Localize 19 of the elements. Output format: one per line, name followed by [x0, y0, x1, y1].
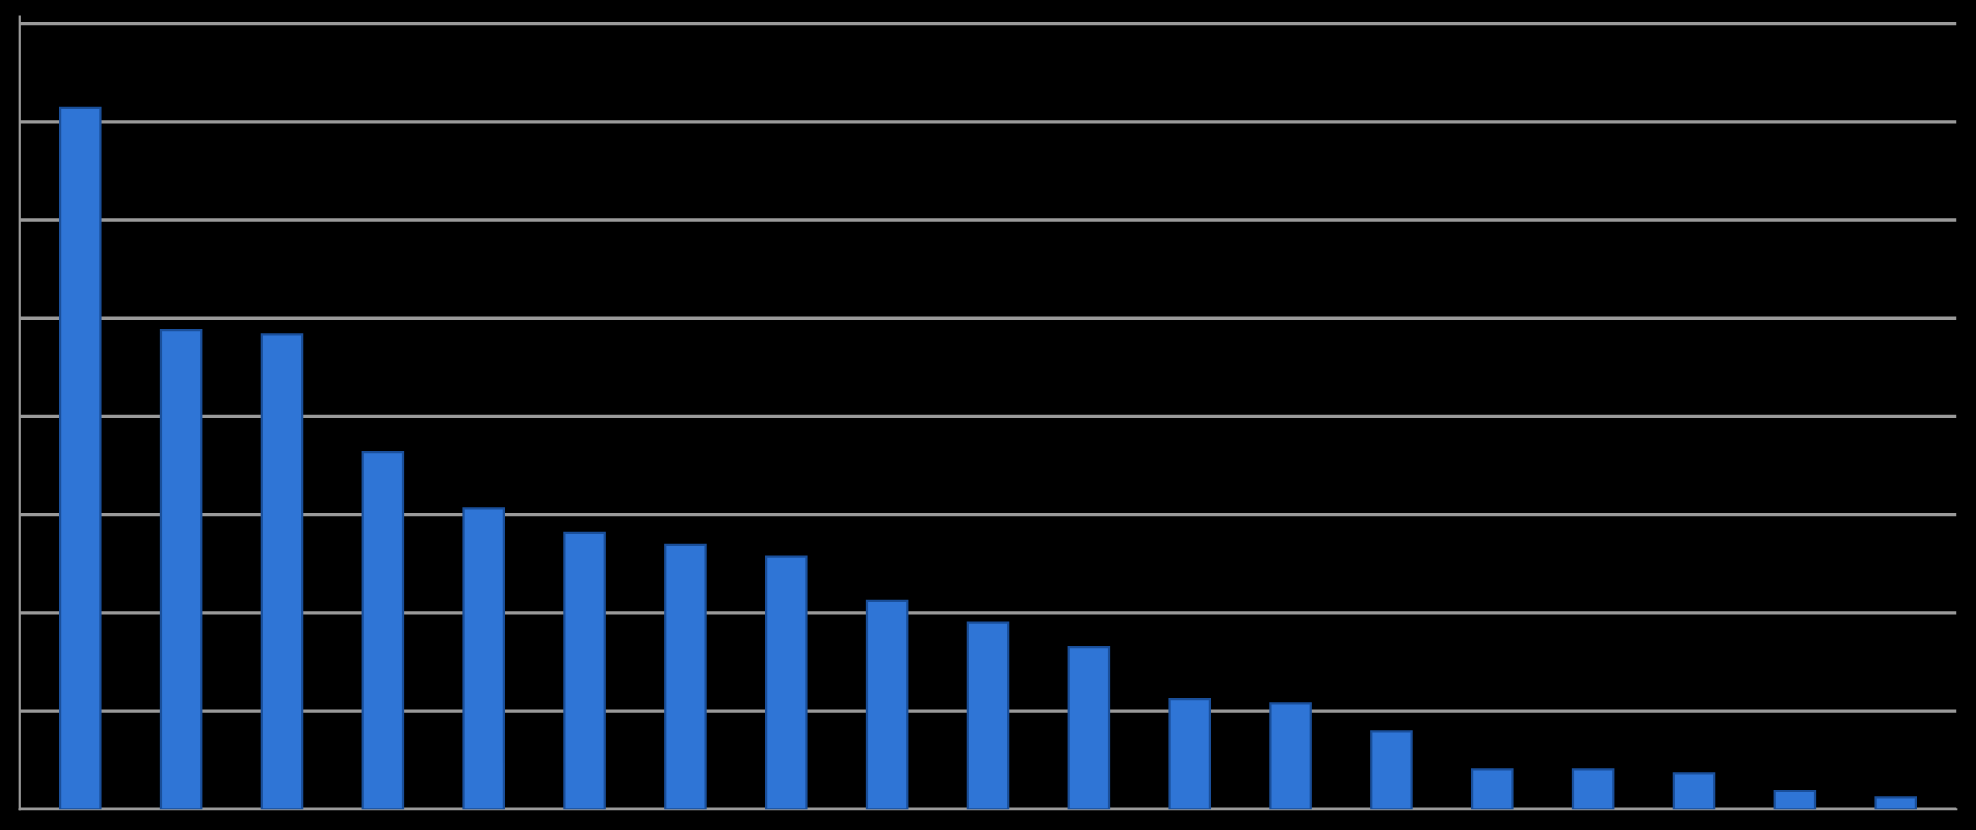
bar	[1370, 730, 1413, 810]
bar	[1672, 772, 1716, 810]
bar	[1571, 768, 1615, 810]
bar	[1168, 698, 1211, 810]
bar	[765, 555, 808, 810]
bar	[462, 507, 505, 810]
bar	[58, 106, 102, 810]
bar	[1067, 646, 1111, 810]
bar	[361, 451, 405, 810]
bar	[865, 599, 909, 810]
bar	[159, 329, 203, 810]
bar	[1874, 796, 1918, 810]
bar	[260, 333, 304, 810]
bar	[1269, 702, 1312, 810]
bar	[1773, 789, 1817, 810]
bar	[966, 621, 1010, 810]
bar	[664, 543, 707, 810]
bar	[563, 531, 606, 810]
bar	[1471, 768, 1514, 810]
